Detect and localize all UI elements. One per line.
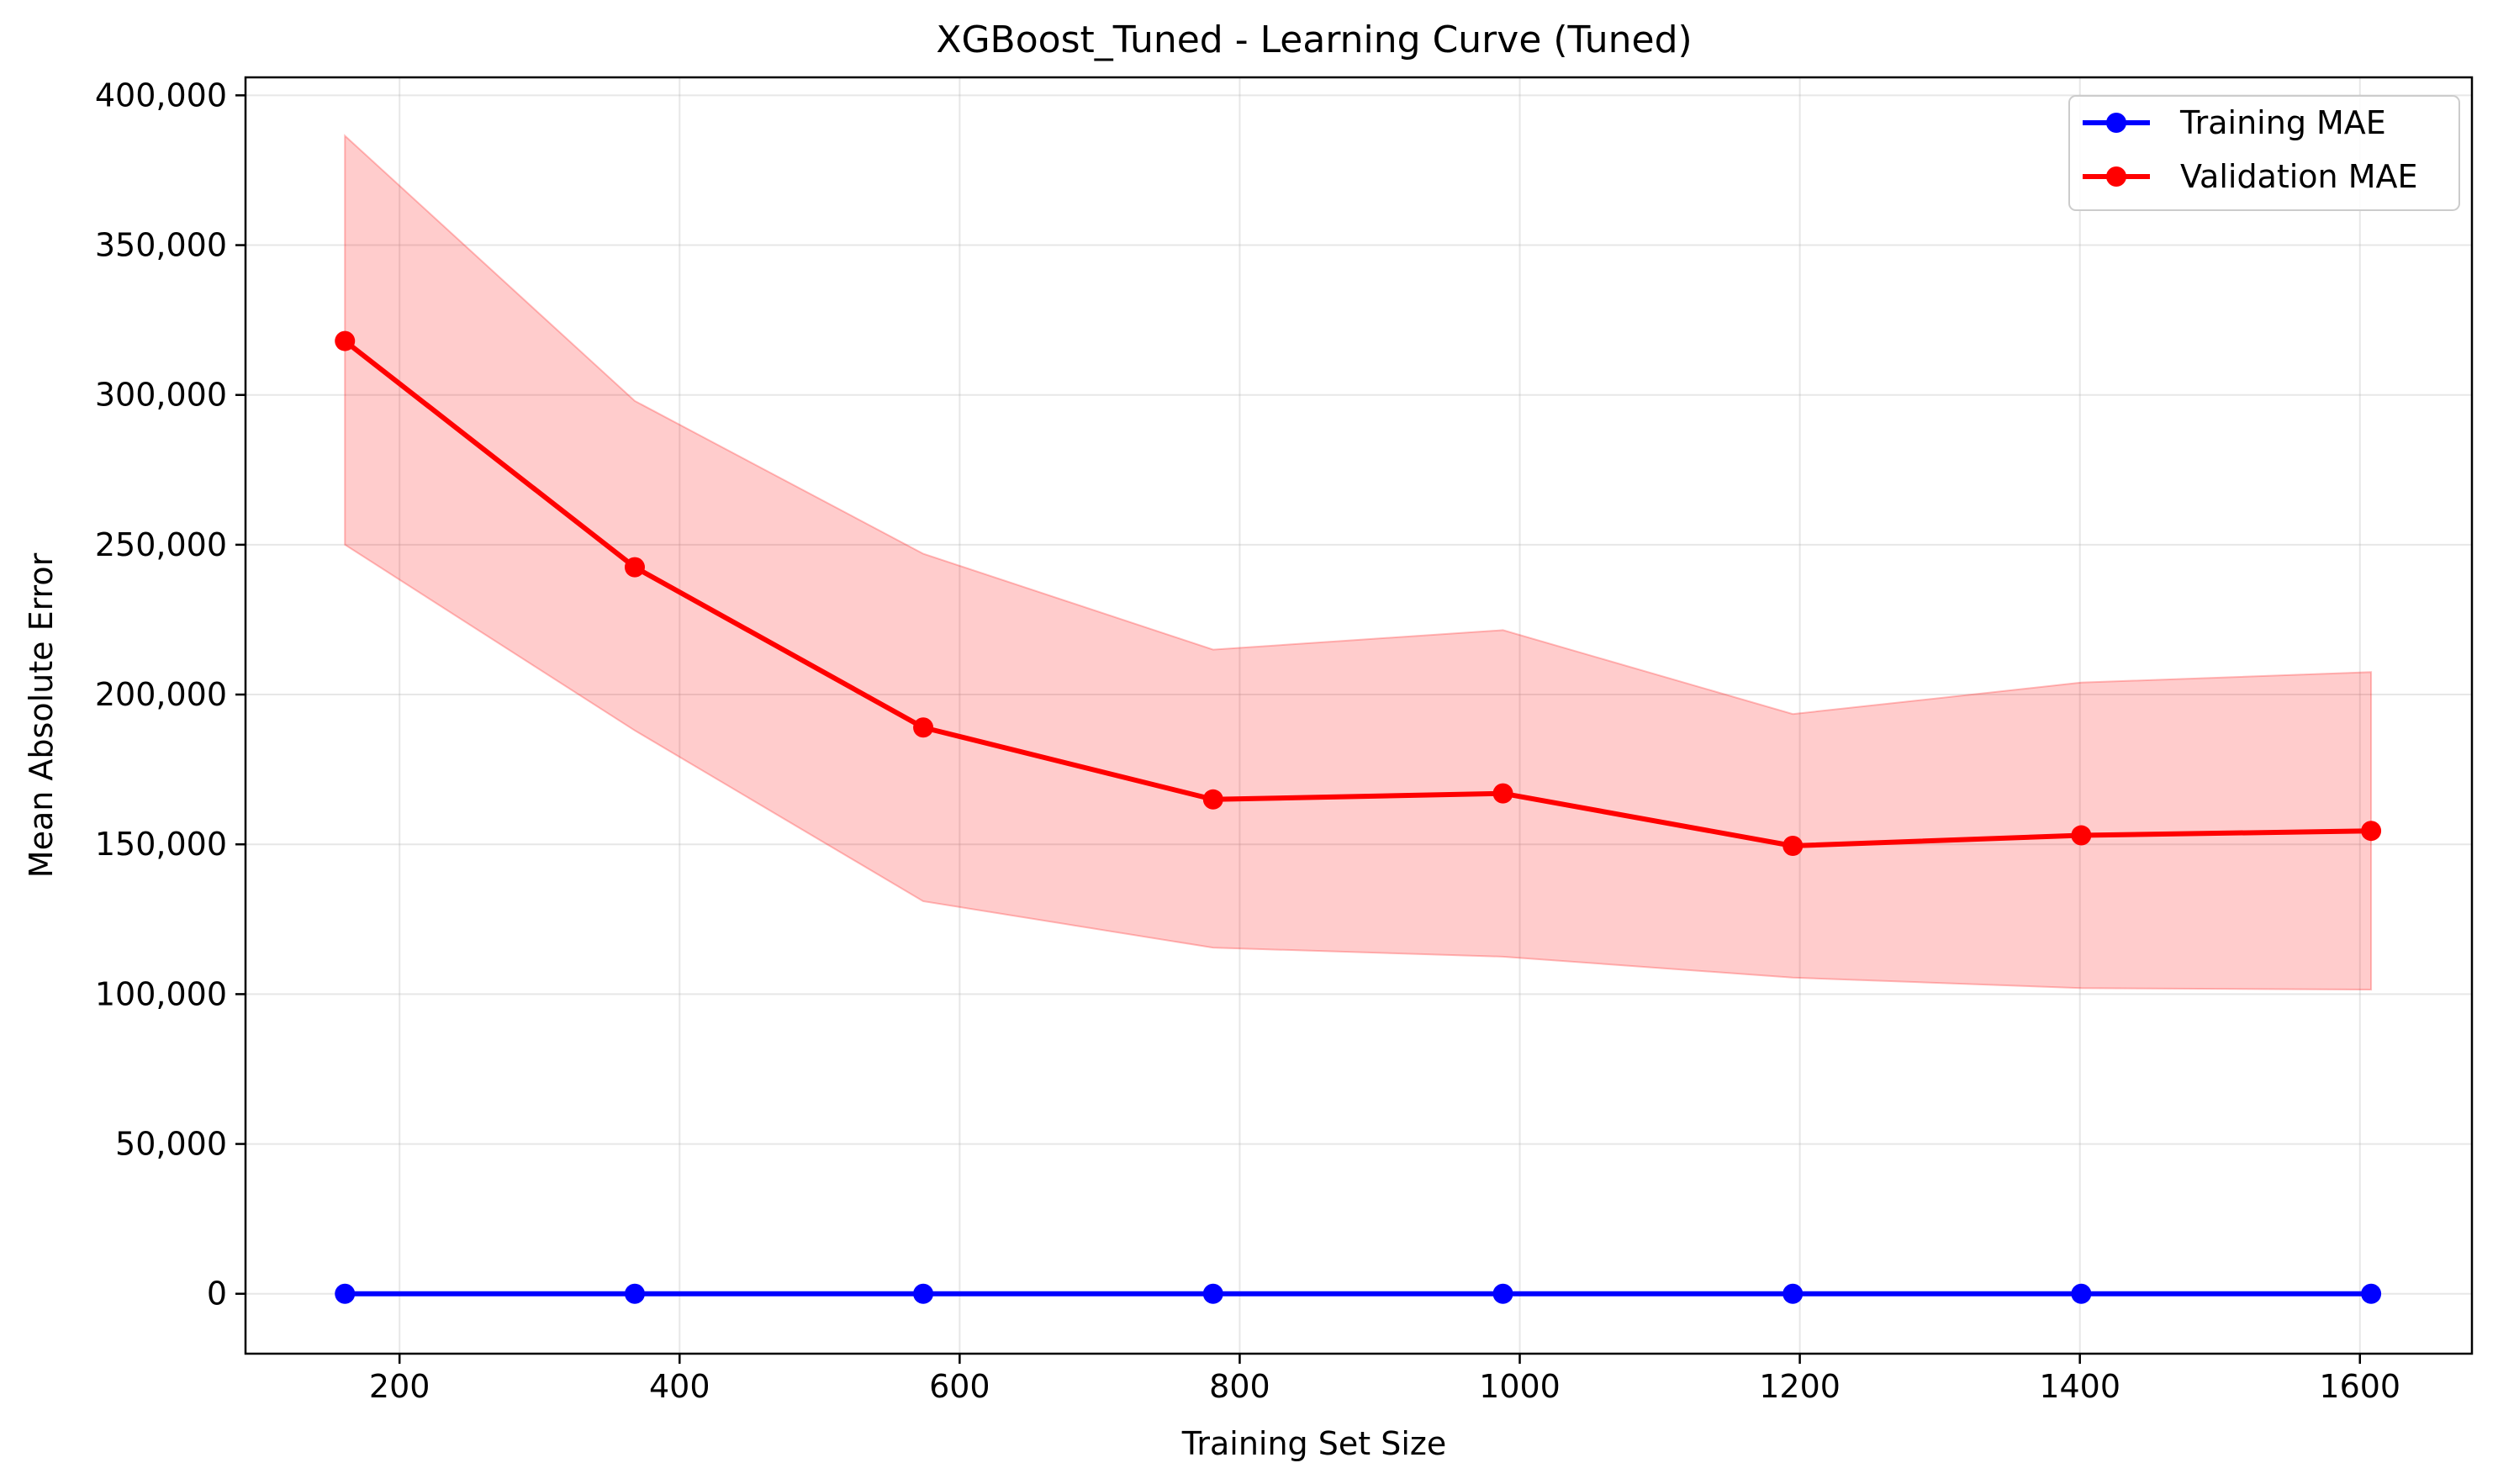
validation-mae-point — [2361, 821, 2382, 842]
training-mae-point — [2071, 1283, 2092, 1304]
chart-title: XGBoost_Tuned - Learning Curve (Tuned) — [936, 18, 1692, 61]
validation-mae-point — [1492, 783, 1513, 804]
axes: 200 400 600 800 1000 1200 1400 1600 0 50,000 100,0… — [95, 76, 2474, 1405]
validation-mae-point — [1202, 789, 1223, 810]
training-mae-point — [913, 1283, 934, 1304]
validation-mae-point — [913, 717, 934, 738]
validation-mae-point — [1782, 836, 1804, 857]
y-tick-label: 150,000 — [95, 826, 227, 863]
x-tick-label: 1200 — [1759, 1368, 1840, 1405]
training-mae-point — [624, 1283, 645, 1304]
training-mae-point — [335, 1283, 356, 1304]
y-tick-label: 400,000 — [95, 77, 227, 114]
validation-mae-legend-label: Validation MAE — [2180, 158, 2418, 195]
y-axis-label: Mean Absolute Error — [23, 552, 60, 878]
training-mae-point — [1202, 1283, 1223, 1304]
plot-frame — [244, 76, 2474, 1355]
training-mae-legend-marker — [2106, 113, 2126, 133]
validation-std-band — [344, 134, 2373, 991]
legend-box — [2068, 95, 2460, 211]
y-tick-label: 200,000 — [95, 676, 227, 713]
validation-mae-point — [624, 557, 645, 578]
confidence-bands — [344, 134, 2373, 991]
legend: Training MAE Validation MAE — [2068, 95, 2460, 211]
x-tick-label: 200 — [369, 1368, 430, 1405]
x-tick-label: 1400 — [2039, 1368, 2120, 1405]
training-mae-legend-label: Training MAE — [2179, 104, 2386, 141]
x-tick-label: 1000 — [1479, 1368, 1561, 1405]
validation-mae-legend-marker — [2106, 166, 2126, 187]
y-tick-label: 100,000 — [95, 975, 227, 1012]
x-axis-label: Training Set Size — [1181, 1425, 1447, 1462]
x-tick-label: 600 — [929, 1368, 990, 1405]
y-tick-label: 350,000 — [95, 227, 227, 264]
y-tick-label: 250,000 — [95, 526, 227, 563]
series-lines — [335, 330, 2382, 1304]
y-tick-label: 300,000 — [95, 377, 227, 414]
x-tick-label: 400 — [649, 1368, 710, 1405]
y-tick-label: 0 — [207, 1275, 227, 1312]
validation-mae-point — [2071, 825, 2092, 846]
training-mae-point — [1492, 1283, 1513, 1304]
training-mae-point — [1782, 1283, 1804, 1304]
x-tick-label: 800 — [1209, 1368, 1270, 1405]
training-mae-point — [2361, 1283, 2382, 1304]
y-tick-label: 50,000 — [115, 1126, 227, 1163]
x-tick-label: 1600 — [2319, 1368, 2400, 1405]
validation-mae-point — [335, 330, 356, 351]
validation-mae-line — [343, 339, 2372, 849]
